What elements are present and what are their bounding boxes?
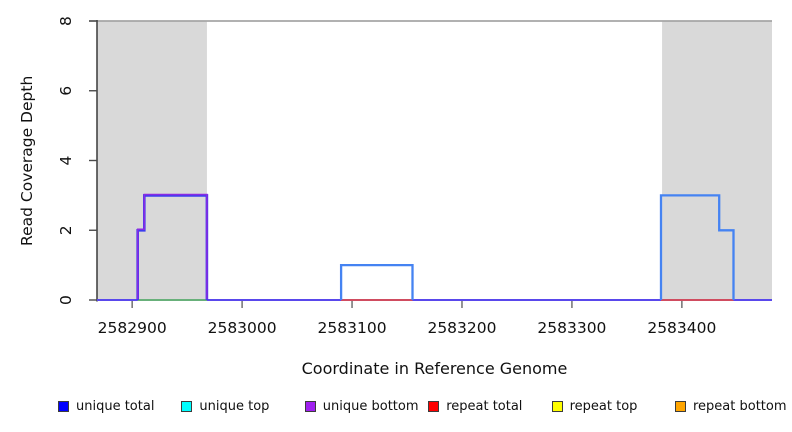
y-tick-label: 2 xyxy=(57,225,75,235)
legend-item-repeat-top: repeat top xyxy=(551,399,638,414)
legend-label: unique bottom xyxy=(322,399,419,414)
legend-swatch xyxy=(428,401,440,412)
series-line-unique-step-right-blue xyxy=(659,194,735,300)
y-tick-label: 8 xyxy=(57,16,75,26)
y-tick-label: 6 xyxy=(57,86,75,96)
x-tick-label: 2583100 xyxy=(318,319,387,337)
legend-swatch xyxy=(58,401,69,412)
series-line-unique-hump-left-purple xyxy=(136,193,208,300)
legend-item-unique-bottom: unique bottom xyxy=(304,399,419,414)
x-tick-label: 2583300 xyxy=(537,319,606,337)
legend-item-unique-top: unique top xyxy=(181,399,269,414)
legend-label: repeat top xyxy=(569,399,638,414)
legend-label: repeat total xyxy=(446,399,523,414)
legend-swatch xyxy=(304,401,316,412)
x-axis-title: Coordinate in Reference Genome xyxy=(301,359,568,378)
legend-swatch xyxy=(181,401,193,412)
x-tick-label: 2583400 xyxy=(647,319,716,337)
legend-item-repeat-total: repeat total xyxy=(428,399,522,414)
series-line-unique-bump-mid-blue xyxy=(339,263,414,300)
legend: unique total unique top unique bottom repea… xyxy=(0,399,792,419)
legend-swatch xyxy=(551,401,563,412)
legend-item-unique-total: unique total xyxy=(58,399,154,414)
shaded-region xyxy=(662,21,772,300)
y-axis-title: Read Coverage Depth xyxy=(18,75,36,246)
legend-swatch xyxy=(675,401,686,412)
y-tick-label: 0 xyxy=(57,295,75,305)
shaded-region xyxy=(97,21,207,300)
x-tick-label: 2583200 xyxy=(427,319,496,337)
y-tick-label: 4 xyxy=(57,156,75,166)
x-tick-label: 2583000 xyxy=(208,319,277,337)
legend-label: repeat bottom xyxy=(693,399,787,414)
x-tick-label: 2582900 xyxy=(98,319,167,337)
legend-label: unique total xyxy=(76,399,155,414)
legend-item-repeat-bottom: repeat bottom xyxy=(675,399,787,414)
legend-label: unique top xyxy=(199,399,270,414)
